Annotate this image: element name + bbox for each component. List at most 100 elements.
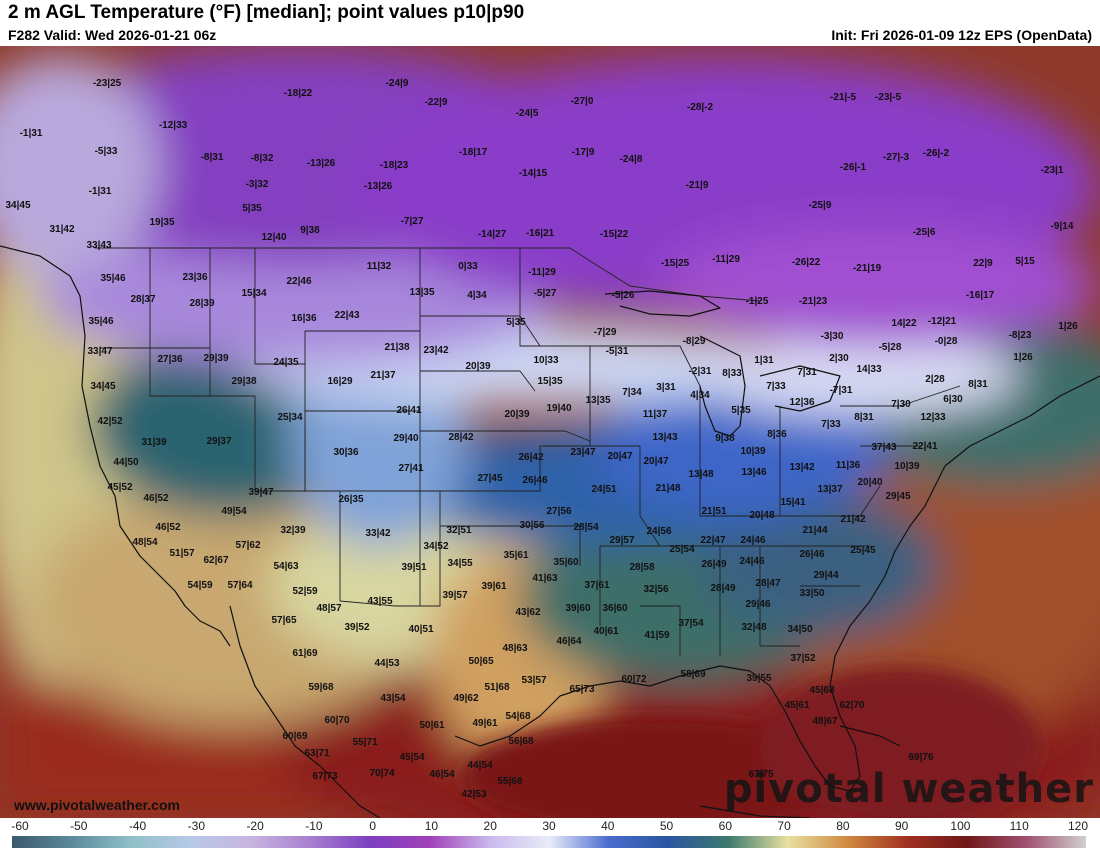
point-value-label: 30|36 (333, 447, 358, 458)
point-value-label: 67|73 (312, 771, 337, 782)
point-value-label: -5|31 (606, 346, 629, 357)
point-value-label: 61|69 (292, 648, 317, 659)
point-value-label: 34|45 (90, 381, 115, 392)
point-value-label: 24|46 (740, 535, 765, 546)
point-value-label: 69|76 (908, 752, 933, 763)
point-value-label: 20|47 (643, 456, 668, 467)
point-value-label: 26|46 (522, 475, 547, 486)
point-value-label: 22|43 (334, 310, 359, 321)
point-value-label: -5|33 (95, 146, 118, 157)
point-value-label: -14|27 (478, 229, 507, 240)
color-scale-tick: 0 (369, 819, 376, 833)
point-value-label: 45|61 (784, 700, 809, 711)
point-value-label: -5|28 (879, 342, 902, 353)
point-value-label: -26|-2 (923, 148, 950, 159)
point-value-label: -11|29 (712, 254, 740, 265)
point-value-label: 14|22 (891, 318, 916, 329)
point-value-label: 24|46 (739, 556, 764, 567)
point-value-label: 44|50 (113, 457, 138, 468)
point-value-label: 15|41 (780, 497, 805, 508)
color-scale-tick: 120 (1067, 819, 1089, 833)
color-scale-tick: 20 (483, 819, 497, 833)
point-value-label: 44|54 (467, 760, 492, 771)
point-value-label: 5|35 (731, 405, 751, 416)
point-value-label: 5|35 (506, 317, 526, 328)
point-value-label: 32|48 (741, 622, 766, 633)
point-value-label: 32|56 (643, 584, 668, 595)
point-value-label: 28|39 (189, 298, 214, 309)
point-value-label: -15|22 (600, 229, 629, 240)
point-value-label: 3|31 (656, 382, 676, 393)
point-value-label: 35|46 (88, 316, 113, 327)
point-value-label: -15|25 (661, 258, 690, 269)
point-value-label: 27|56 (546, 506, 571, 517)
point-value-label: -21|9 (686, 180, 709, 191)
point-value-label: 34|45 (5, 200, 30, 211)
point-value-label: 37|61 (584, 580, 609, 591)
point-value-label: -12|21 (928, 316, 957, 327)
point-value-label: 10|39 (740, 446, 765, 457)
point-value-label: 35|60 (553, 557, 578, 568)
point-value-label: 19|40 (546, 403, 571, 414)
temperature-map: -23|25 -18|22 -24|9 -22|9 -24|5 -27|0 -28|-2 -2… (0, 46, 1100, 818)
site-url[interactable]: www.pivotalweather.com (14, 797, 180, 813)
point-value-label: 58|69 (680, 669, 705, 680)
point-value-label: 34|52 (423, 541, 448, 552)
point-value-label: 13|37 (817, 484, 842, 495)
point-value-label: -25|9 (809, 200, 832, 211)
point-value-label: 22|47 (700, 535, 725, 546)
point-value-label: -1|31 (20, 128, 43, 139)
header: 2 m AGL Temperature (°F) [median]; point… (0, 0, 1100, 46)
color-scale-tick: 30 (542, 819, 556, 833)
point-value-label: 26|35 (338, 494, 363, 505)
point-value-label: -7|31 (830, 385, 853, 396)
point-value-label: 19|35 (149, 217, 174, 228)
point-value-label: 39|57 (442, 590, 467, 601)
point-value-label: 7|30 (891, 399, 911, 410)
point-value-label: 62|70 (839, 700, 864, 711)
point-value-label: 11|32 (367, 261, 392, 272)
point-value-label: -9|14 (1051, 221, 1074, 232)
point-value-label: 50|65 (468, 656, 493, 667)
point-value-label: 62|67 (203, 555, 228, 566)
point-value-label: 33|50 (799, 588, 824, 599)
point-value-label: 49|54 (221, 506, 246, 517)
point-value-label: 13|48 (688, 469, 713, 480)
point-value-label: -3|30 (821, 331, 844, 342)
point-value-label: -24|9 (386, 78, 409, 89)
point-value-label: 34|50 (787, 624, 812, 635)
point-value-label: -12|33 (159, 120, 188, 131)
coastlines (0, 245, 1100, 818)
point-value-label: -23|25 (93, 78, 122, 89)
point-value-label: 9|38 (300, 225, 320, 236)
point-value-label: -18|22 (284, 88, 313, 99)
point-value-label: 54|59 (187, 580, 212, 591)
point-value-label: 28|42 (448, 432, 473, 443)
point-value-label: 20|40 (857, 477, 882, 488)
point-value-label: 2|28 (925, 374, 945, 385)
point-value-label: 31|42 (49, 224, 74, 235)
point-value-label: -16|17 (966, 290, 995, 301)
point-value-label: 55|68 (497, 776, 522, 787)
point-value-label: -2|31 (689, 366, 712, 377)
point-value-label: 12|33 (920, 412, 945, 423)
point-value-label: 20|47 (607, 451, 632, 462)
point-value-label: 59|68 (308, 682, 333, 693)
color-scale-tick: 40 (601, 819, 615, 833)
point-value-label: 2|30 (829, 353, 849, 364)
point-value-label: 22|41 (912, 441, 937, 452)
point-value-label: 29|40 (393, 433, 418, 444)
point-value-label: 28|58 (629, 562, 654, 573)
point-value-label: -13|26 (307, 158, 336, 169)
point-value-label: 21|37 (370, 370, 395, 381)
point-value-label: 16|36 (291, 313, 316, 324)
point-value-label: 22|46 (286, 276, 311, 287)
point-value-label: -11|29 (528, 267, 556, 278)
point-value-label: 10|33 (533, 355, 558, 366)
point-value-label: 48|57 (316, 603, 341, 614)
point-value-label: 33|47 (87, 346, 112, 357)
point-value-label: 0|33 (458, 261, 478, 272)
point-value-label: 45|54 (399, 752, 424, 763)
point-value-label: 30|56 (519, 520, 544, 531)
point-value-label: 27|45 (477, 473, 502, 484)
